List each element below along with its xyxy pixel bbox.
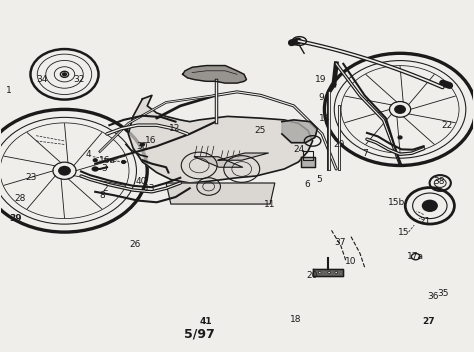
- Ellipse shape: [328, 271, 330, 273]
- Ellipse shape: [141, 143, 145, 146]
- Text: 4: 4: [85, 150, 91, 159]
- Text: 10: 10: [345, 257, 356, 266]
- Text: 14: 14: [319, 114, 330, 122]
- Text: 22: 22: [442, 121, 453, 130]
- Text: 20: 20: [306, 271, 318, 281]
- Text: 37: 37: [334, 238, 346, 247]
- Text: 5: 5: [316, 175, 322, 184]
- Ellipse shape: [59, 166, 70, 175]
- Text: 24: 24: [294, 145, 305, 154]
- Text: 15b: 15b: [388, 198, 405, 207]
- Text: 7: 7: [362, 149, 367, 158]
- Text: 12: 12: [169, 124, 180, 133]
- Text: 16a: 16a: [99, 156, 116, 165]
- Ellipse shape: [395, 106, 405, 113]
- Text: 1: 1: [6, 86, 12, 95]
- Polygon shape: [282, 120, 318, 143]
- Polygon shape: [301, 157, 315, 167]
- Text: 39: 39: [9, 214, 22, 222]
- Text: 8: 8: [100, 191, 105, 200]
- Polygon shape: [218, 153, 268, 160]
- Ellipse shape: [318, 271, 321, 273]
- Text: 9: 9: [318, 93, 324, 102]
- Text: 6: 6: [304, 180, 310, 189]
- Polygon shape: [194, 157, 243, 167]
- Ellipse shape: [93, 159, 97, 162]
- Text: 30: 30: [136, 142, 147, 151]
- Text: 3: 3: [101, 164, 107, 174]
- Text: 15: 15: [398, 228, 409, 237]
- Text: 36: 36: [428, 293, 439, 301]
- Text: 28: 28: [15, 194, 26, 203]
- Text: 16: 16: [145, 137, 157, 145]
- Text: 23: 23: [26, 173, 37, 182]
- Text: 32: 32: [73, 75, 84, 84]
- Text: 25: 25: [254, 126, 265, 135]
- Ellipse shape: [63, 73, 66, 76]
- Polygon shape: [128, 95, 313, 183]
- Text: 38: 38: [434, 177, 445, 186]
- Text: 13: 13: [144, 184, 155, 193]
- Polygon shape: [182, 65, 246, 83]
- Text: 5/97: 5/97: [184, 328, 215, 341]
- Text: 21: 21: [419, 217, 431, 226]
- Text: 35: 35: [437, 289, 448, 298]
- Text: 11: 11: [264, 200, 276, 208]
- Ellipse shape: [422, 200, 437, 211]
- Text: 41: 41: [200, 317, 213, 326]
- Text: 27: 27: [422, 317, 435, 326]
- Text: 40: 40: [136, 177, 147, 186]
- Text: 34: 34: [36, 75, 48, 84]
- Polygon shape: [313, 269, 343, 276]
- Text: 2: 2: [103, 184, 109, 193]
- Text: 18: 18: [291, 315, 302, 324]
- Ellipse shape: [398, 136, 402, 139]
- Text: 19: 19: [315, 75, 327, 84]
- Text: 17a: 17a: [407, 252, 424, 261]
- Ellipse shape: [122, 161, 126, 163]
- Ellipse shape: [91, 166, 99, 172]
- Polygon shape: [166, 183, 275, 204]
- Ellipse shape: [335, 271, 337, 273]
- Text: 29: 29: [333, 140, 344, 149]
- Text: 26: 26: [130, 240, 141, 249]
